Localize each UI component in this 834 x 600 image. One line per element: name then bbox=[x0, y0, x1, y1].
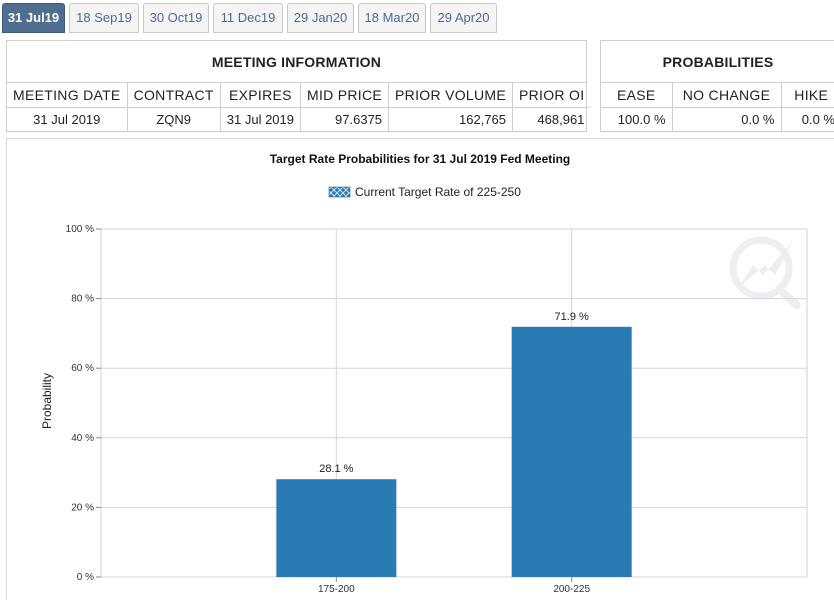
x-tick-label: 175-200 bbox=[318, 584, 355, 595]
cell-contract: ZQN9 bbox=[126, 106, 221, 131]
tab-11-dec19[interactable]: 11 Dec19 bbox=[213, 3, 283, 33]
tab-18-sep19[interactable]: 18 Sep19 bbox=[69, 3, 139, 33]
bar-200-225 bbox=[511, 326, 632, 577]
y-axis-label: Probability bbox=[40, 373, 54, 429]
tab-29-apr20[interactable]: 29 Apr20 bbox=[430, 3, 497, 33]
header-mid-price: MID PRICE bbox=[299, 83, 390, 108]
target-rate-chart: Target Rate Probabilities for 31 Jul 201… bbox=[40, 152, 808, 595]
table-row: 100.0 % 0.0 % 0.0 % bbox=[601, 106, 834, 131]
y-tick-label: 40 % bbox=[71, 433, 94, 444]
data-label: 28.1 % bbox=[319, 463, 353, 475]
tab-29-jan20[interactable]: 29 Jan20 bbox=[287, 3, 354, 33]
meeting-information-table: MEETING DATE CONTRACT EXPIRES MID PRICE … bbox=[7, 83, 591, 131]
table-row: 31 Jul 2019 ZQN9 31 Jul 2019 97.6375 162… bbox=[7, 106, 591, 131]
data-labels: 28.1 % 71.9 % bbox=[319, 311, 589, 475]
probabilities-panel: PROBABILITIES EASE NO CHANGE HIKE 100.0 … bbox=[600, 40, 834, 132]
header-prior-oi: PRIOR OI bbox=[512, 83, 591, 108]
table-header-row: EASE NO CHANGE HIKE bbox=[601, 83, 834, 108]
cell-no-change: 0.0 % bbox=[671, 106, 782, 131]
header-hike: HIKE bbox=[780, 83, 834, 108]
chart-container: Target Rate Probabilities for 31 Jul 201… bbox=[6, 138, 834, 600]
probabilities-title: PROBABILITIES bbox=[601, 41, 834, 83]
cell-prior-volume: 162,765 bbox=[388, 106, 513, 131]
bar-175-200 bbox=[276, 479, 397, 577]
header-expires: EXPIRES bbox=[219, 83, 302, 108]
watermark-logo bbox=[729, 236, 801, 309]
tab-18-mar20[interactable]: 18 Mar20 bbox=[358, 3, 426, 33]
plot-area-border bbox=[100, 228, 808, 578]
meeting-information-title: MEETING INFORMATION bbox=[7, 41, 586, 83]
table-header-row: MEETING DATE CONTRACT EXPIRES MID PRICE … bbox=[7, 83, 591, 108]
chart-legend: Current Target Rate of 225-250 bbox=[328, 185, 521, 199]
cell-hike: 0.0 % bbox=[780, 106, 834, 131]
legend-label: Current Target Rate of 225-250 bbox=[355, 185, 521, 199]
cell-prior-oi: 468,961 bbox=[512, 106, 591, 131]
y-axis-ticks: 0 % 20 % 40 % 60 % 80 % 100 % bbox=[66, 224, 101, 583]
cell-meeting-date: 31 Jul 2019 bbox=[7, 106, 128, 131]
legend-swatch bbox=[328, 186, 351, 198]
chart-title: Target Rate Probabilities for 31 Jul 201… bbox=[270, 152, 571, 166]
y-tick-label: 100 % bbox=[66, 224, 94, 235]
x-tick-label: 200-225 bbox=[553, 584, 590, 595]
cell-mid-price: 97.6375 bbox=[299, 106, 390, 131]
y-tick-label: 80 % bbox=[71, 294, 94, 305]
y-tick-label: 20 % bbox=[71, 502, 94, 513]
x-axis-labels: 175-200 200-225 bbox=[318, 577, 590, 595]
cell-ease: 100.0 % bbox=[601, 106, 673, 131]
probabilities-table: EASE NO CHANGE HIKE 100.0 % 0.0 % 0.0 % bbox=[601, 83, 834, 131]
chart-grid bbox=[100, 228, 808, 578]
header-ease: EASE bbox=[601, 83, 673, 108]
tab-31-jul19[interactable]: 31 Jul19 bbox=[2, 3, 65, 33]
chart-bars bbox=[276, 326, 632, 577]
cell-expires: 31 Jul 2019 bbox=[219, 106, 302, 131]
meeting-tabs: 31 Jul19 18 Sep19 30 Oct19 11 Dec19 29 J… bbox=[0, 0, 834, 35]
header-prior-volume: PRIOR VOLUME bbox=[388, 83, 513, 108]
tab-30-oct19[interactable]: 30 Oct19 bbox=[143, 3, 209, 33]
y-tick-label: 60 % bbox=[71, 363, 94, 374]
header-contract: CONTRACT bbox=[126, 83, 221, 108]
meeting-information-panel: MEETING INFORMATION MEETING DATE CONTRAC… bbox=[6, 40, 591, 132]
header-no-change: NO CHANGE bbox=[671, 83, 782, 108]
y-tick-label: 0 % bbox=[77, 572, 94, 583]
data-label: 71.9 % bbox=[555, 311, 589, 323]
header-meeting-date: MEETING DATE bbox=[7, 83, 128, 108]
